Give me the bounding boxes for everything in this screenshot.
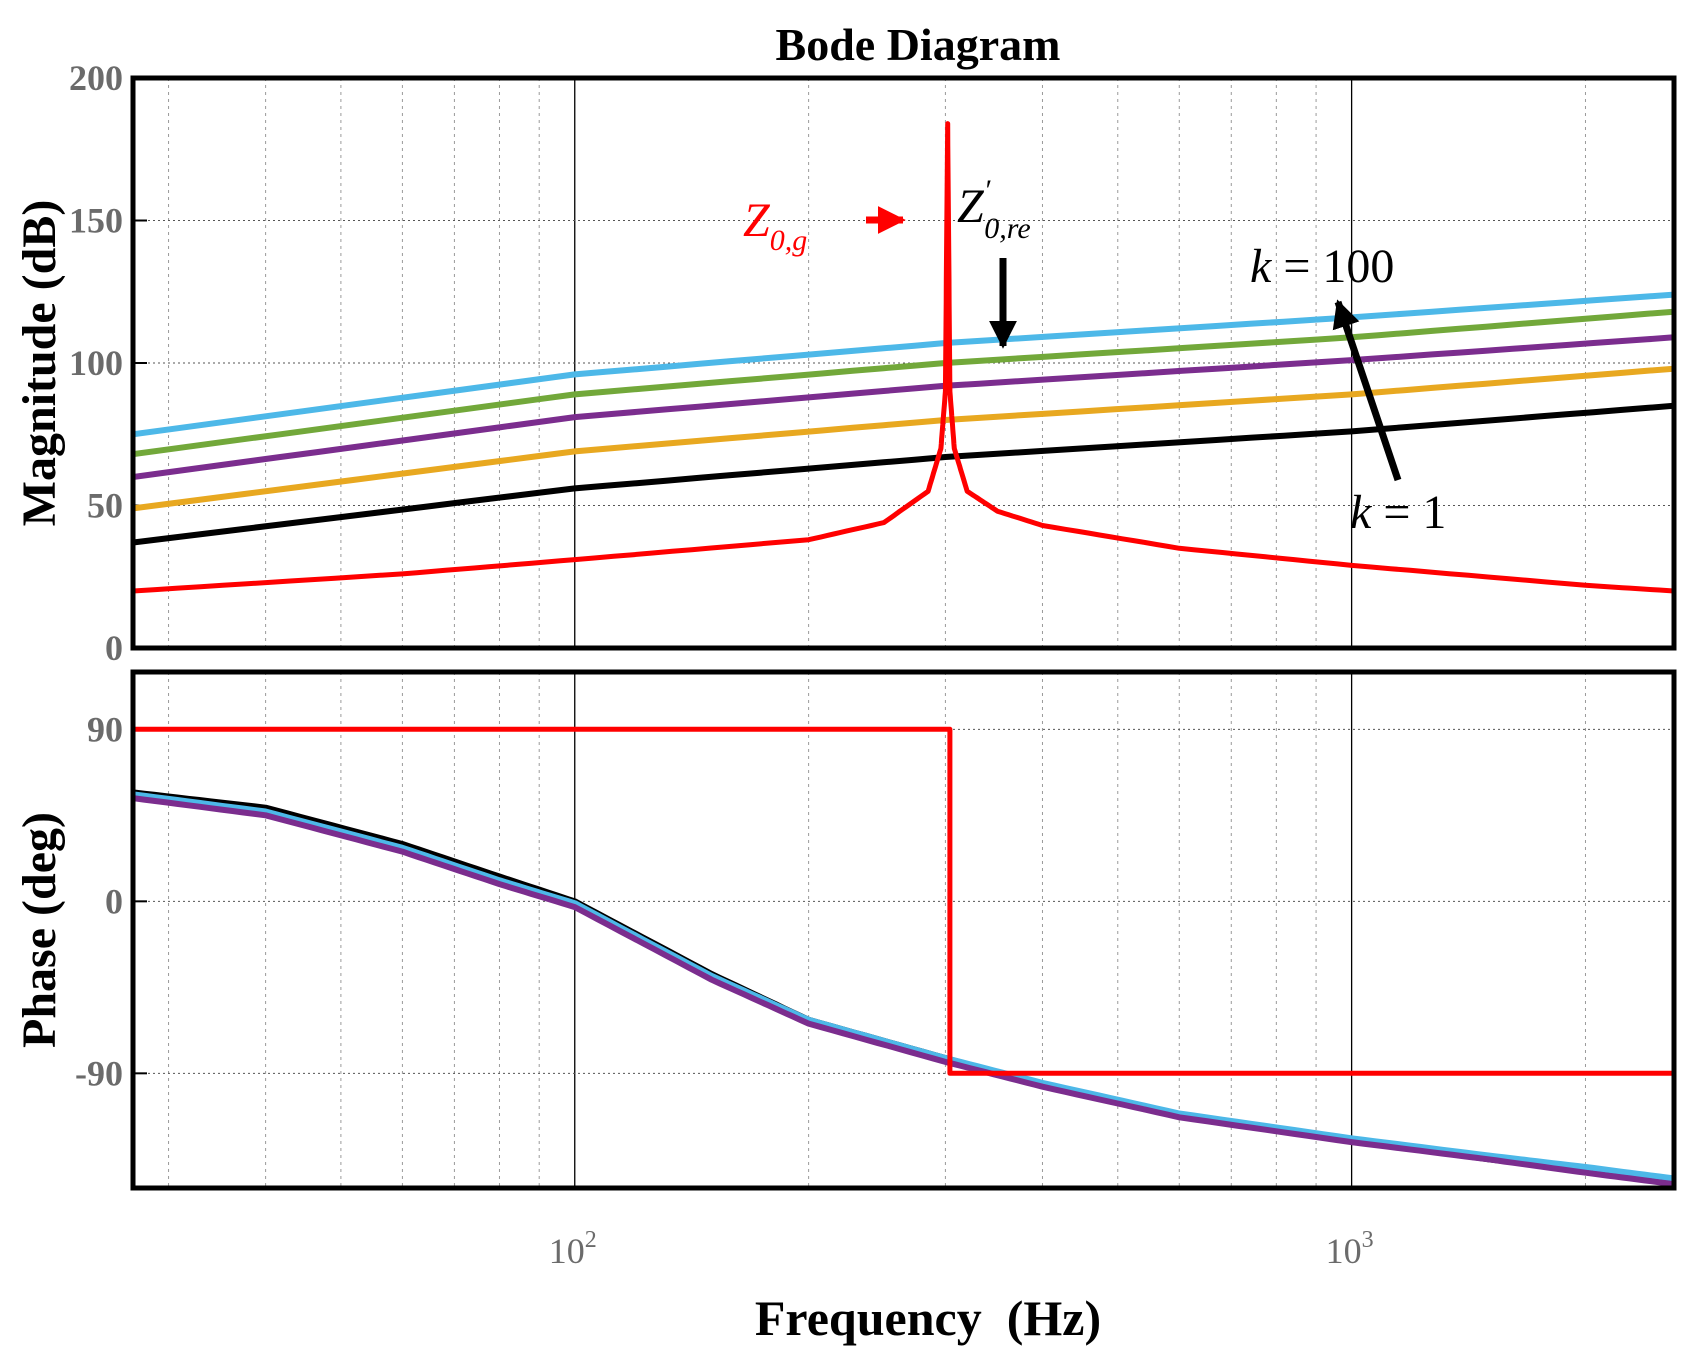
phase-line-k-30 <box>133 795 1674 1188</box>
y-tick-label: 0 <box>105 881 123 921</box>
y-tick-label: 200 <box>69 58 123 98</box>
phase-y-ticks: 90 0 -90 <box>75 709 123 1093</box>
magnitude-grid <box>133 77 1674 649</box>
x-tick-labels: 102 103 <box>549 1227 1374 1271</box>
magnitude-line-k-1 <box>133 402 1674 546</box>
phase-panel: 90 0 -90 Phase (deg) <box>13 669 1677 1191</box>
y-tick-label: 150 <box>69 201 123 241</box>
magnitude-panel: 200 150 100 50 0 Magnitude (dB) <box>13 58 1677 668</box>
phase-line-k-100 <box>133 791 1674 1182</box>
annotation-z0re: Z′ 0,re <box>957 174 1031 349</box>
magnitude-y-ticks: 200 150 100 50 0 <box>69 58 123 668</box>
x-tick-label: 103 <box>1326 1227 1374 1271</box>
y-tick-label: -90 <box>75 1053 123 1093</box>
magnitude-frame <box>130 75 1677 651</box>
magnitude-line-k-60-green <box>133 308 1674 458</box>
annotation-k100-label: k = 100 <box>1250 240 1394 293</box>
y-tick-label: 50 <box>87 486 123 526</box>
phase-y-label: Phase (deg) <box>13 812 66 1048</box>
annotation-z0re-label: Z′ 0,re <box>957 174 1031 245</box>
annotation-k-range: k = 100 k = 1 <box>1250 240 1446 539</box>
y-tick-label: 90 <box>87 709 123 749</box>
phase-series <box>133 726 1674 1188</box>
annotation-z0g-label: Z0,g <box>743 194 807 257</box>
y-tick-label: 0 <box>105 628 123 668</box>
annotation-k1-label: k = 1 <box>1350 486 1446 539</box>
annotation-z0g: Z0,g <box>743 194 906 257</box>
chart-title: Bode Diagram <box>776 19 1061 70</box>
x-axis-label: Frequency (Hz) <box>755 1290 1101 1346</box>
magnitude-line-k-30-purple <box>133 334 1674 480</box>
magnitude-line-z0-g <box>133 121 1674 594</box>
annotation-k-arrow <box>1332 299 1402 482</box>
magnitude-series <box>133 121 1674 594</box>
phase-frame <box>130 669 1677 1191</box>
phase-grid <box>133 672 1674 1188</box>
phase-line-z0-g <box>133 726 1674 1076</box>
x-tick-label: 102 <box>549 1227 597 1271</box>
magnitude-y-label: Magnitude (dB) <box>13 200 66 527</box>
phase-line-k-1 <box>133 789 1674 1186</box>
y-tick-label: 100 <box>69 343 123 383</box>
